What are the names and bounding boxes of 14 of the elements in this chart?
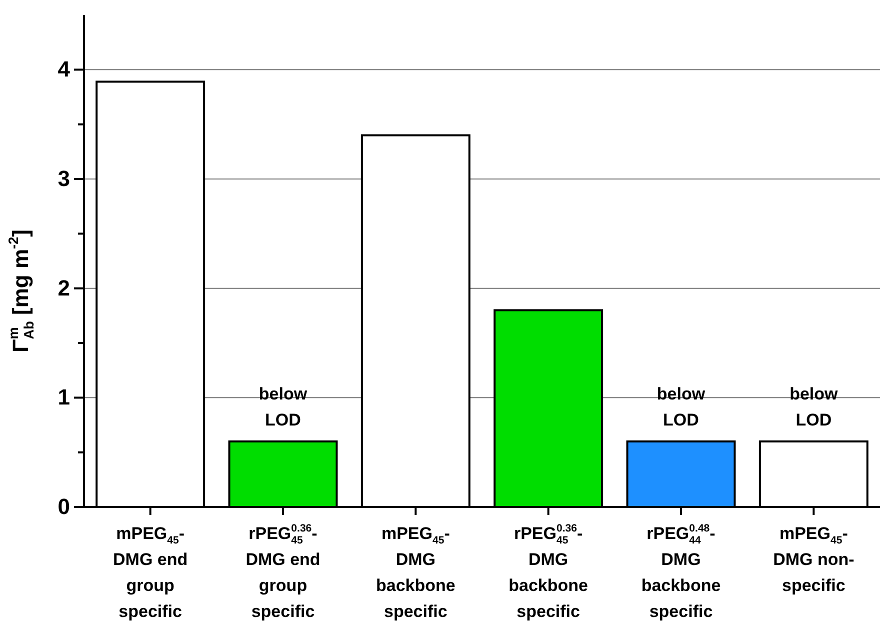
x-tick-label: mPEG$_{45}$-DMG backbone specific [376, 524, 456, 621]
y-tick-label: 4 [58, 56, 71, 82]
y-tick-label: 1 [58, 384, 70, 410]
annotation: below LOD [258, 384, 308, 430]
annotation: below LOD [790, 384, 839, 430]
annotation: below LOD [656, 384, 706, 430]
x-tick-label: rPEG$^{0.36}$$_{45}$-DMG backbone specific [508, 522, 588, 621]
y-tick-label: 2 [58, 275, 70, 300]
y-tick-label: 3 [58, 166, 70, 192]
x-tick-label: rPEG$^{0.48}$$_{44}$-DMG backbone specific [641, 522, 721, 621]
x-tick-label: mPEG$_{45}$-DMG non-specific [773, 524, 854, 595]
y-tick-label: 0 [58, 494, 70, 520]
x-tick-label: rPEG$^{0.36}$$_{45}$-DMG end group specific [246, 522, 320, 621]
x-tick-label: mPEG$_{45}$-DMG end group specific [113, 524, 188, 621]
